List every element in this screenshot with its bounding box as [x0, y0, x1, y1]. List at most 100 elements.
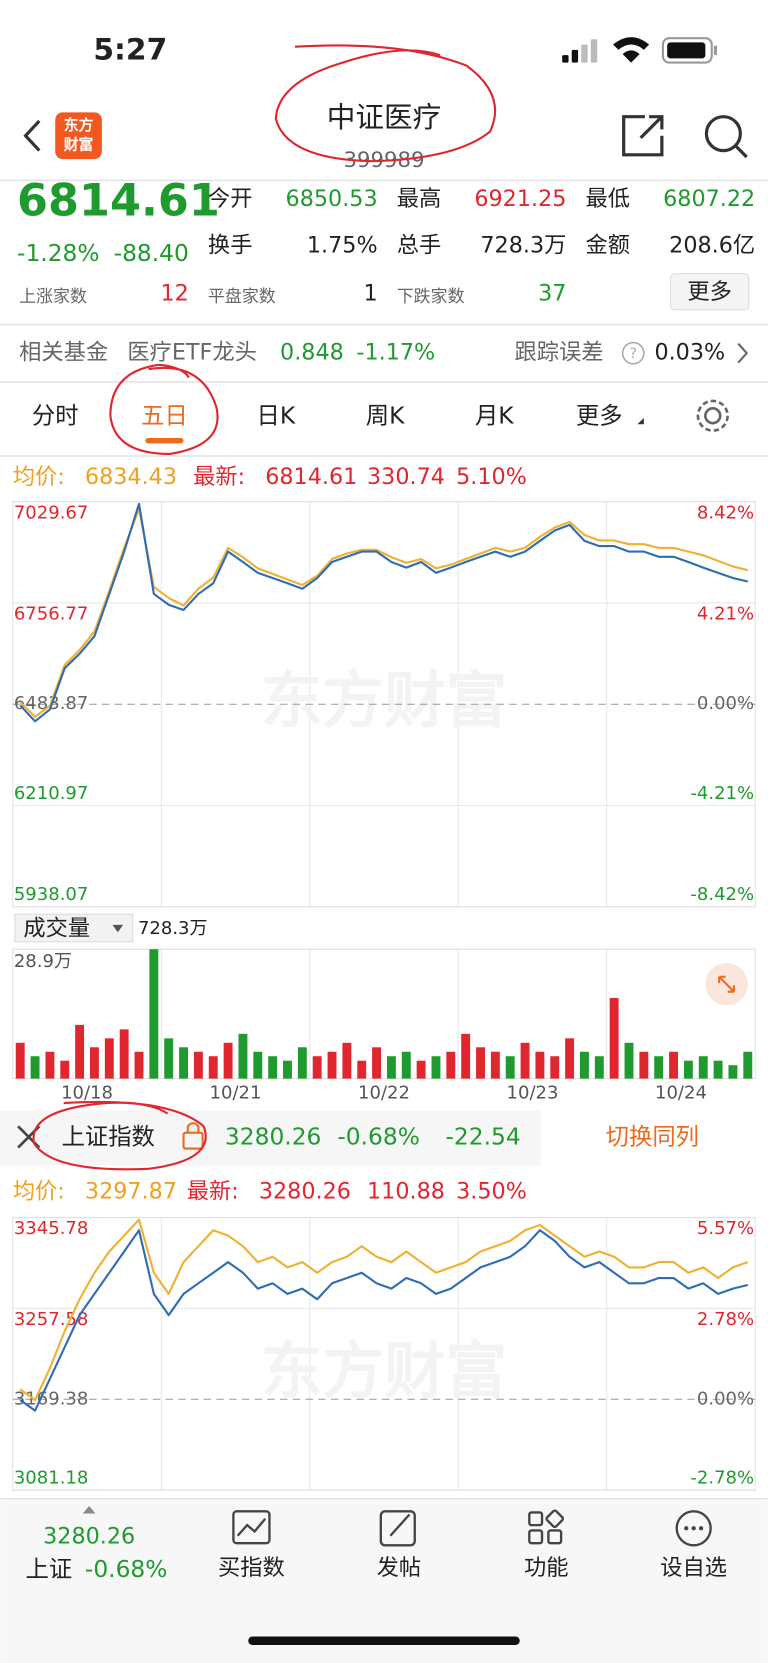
field-value: 1.75% [307, 233, 378, 259]
y-tick-label: 28.9万 [14, 951, 72, 972]
volume-bar [416, 1060, 426, 1079]
y2-tick-label: 8.42% [697, 502, 754, 523]
compare-change-pct: -0.68% [337, 1123, 420, 1151]
legend-value: 3.50% [456, 1179, 527, 1205]
legend-value: 330.74 [367, 464, 445, 490]
volume-bar [386, 1056, 396, 1079]
volume-bar [223, 1042, 233, 1079]
compare-chart: 东方财富 3081.18 -2.78% 3169.38 0.00% 3257.58 2.78… [12, 1217, 756, 1491]
nav-label[interactable]: 设自选 [660, 1555, 727, 1581]
volume-bar [550, 1056, 560, 1079]
price-line [19, 1218, 749, 1402]
legend-label: 均价: [13, 464, 65, 490]
home-indicator [248, 1636, 520, 1645]
help-icon[interactable] [621, 341, 645, 365]
tab-indicator [145, 438, 184, 444]
volume-bar [698, 1056, 708, 1079]
watermark: 东方财富 [261, 664, 507, 736]
fund-price: 0.848 [280, 340, 344, 366]
legend-value: 110.88 [367, 1179, 445, 1205]
nav-label[interactable]: 买指数 [218, 1555, 285, 1581]
fund-name[interactable]: 医疗ETF龙头 [127, 340, 257, 366]
back-button[interactable] [23, 119, 41, 152]
search-button[interactable] [704, 115, 748, 159]
field-label: 金额 [586, 233, 631, 259]
index-name: 上证 [26, 1555, 73, 1583]
tab-bar: 分时 五日 日K 周K 月K 更多 [32, 401, 644, 444]
y2-tick-label: -8.42% [690, 884, 754, 905]
volume-bar [520, 1042, 530, 1079]
volume-bar [476, 1047, 485, 1079]
dropdown-arrow [637, 417, 644, 425]
volume-bar [713, 1060, 723, 1079]
volume-bar [624, 1042, 634, 1079]
field-label: 最高 [397, 186, 442, 212]
page-title: 中证医疗 [327, 100, 442, 134]
annotation [109, 363, 219, 455]
y-tick-label: 3081.18 [14, 1467, 89, 1488]
tab[interactable]: 更多 [576, 401, 623, 429]
nav-label[interactable]: 功能 [524, 1555, 569, 1581]
price: 6814.61 [17, 175, 220, 227]
volume-bar [268, 1056, 278, 1079]
volume-bar [565, 1038, 575, 1079]
y2-tick-label: 5.57% [697, 1218, 754, 1239]
more-button[interactable] [669, 273, 750, 311]
y2-tick-label: -4.21% [690, 783, 754, 804]
legend-value: 6834.43 [85, 464, 177, 490]
lock-icon [182, 1122, 204, 1150]
volume-bar [283, 1060, 292, 1079]
compare-bar [0, 1110, 541, 1166]
x-tick-label: 10/23 [507, 1082, 559, 1103]
volume-bar [683, 1060, 693, 1079]
expand-arrow[interactable] [82, 1506, 96, 1514]
change: -88.40 [114, 239, 189, 267]
settings-button[interactable] [696, 399, 729, 432]
volume-bar [30, 1056, 40, 1079]
switch-button[interactable]: 切换同列 [606, 1123, 699, 1151]
volume-bar [654, 1056, 664, 1079]
app-logo [55, 112, 102, 160]
legend-label: 最新: [187, 1179, 239, 1205]
y2-tick-label: 4.21% [697, 604, 754, 625]
tab[interactable]: 周K [366, 401, 405, 429]
compare-change: -22.54 [446, 1123, 521, 1151]
compare-name[interactable]: 上证指数 [62, 1123, 155, 1151]
volume-selector[interactable] [14, 913, 134, 943]
svg-text:?: ? [630, 346, 637, 362]
watermark: 东方财富 [261, 1335, 507, 1407]
volume-label: 成交量 [23, 916, 90, 942]
volume-bar [579, 1051, 589, 1079]
price-line [19, 1229, 749, 1412]
dropdown-arrow [112, 924, 124, 933]
nav-label[interactable]: 发帖 [377, 1555, 422, 1581]
tab[interactable]: 五日 [141, 401, 188, 429]
tab[interactable]: 月K [475, 401, 514, 429]
field-value: 728.3万 [480, 233, 566, 259]
share-button[interactable] [622, 115, 664, 157]
breadth-value: 37 [538, 280, 566, 306]
legend-value: 3297.87 [85, 1179, 177, 1205]
tab[interactable]: 日K [256, 401, 295, 429]
y2-tick-label: 2.78% [697, 1309, 754, 1330]
tab[interactable]: 分时 [32, 401, 79, 429]
status-icons [562, 37, 718, 64]
legend-value: 5.10% [456, 464, 527, 490]
field-label: 最低 [586, 186, 631, 212]
y-tick-label: 6210.97 [14, 783, 89, 804]
volume-bar [431, 1056, 441, 1079]
breadth-label: 平盘家数 [208, 286, 276, 306]
compare-price: 3280.26 [225, 1123, 321, 1151]
volume-bar [164, 1038, 174, 1079]
chevron [737, 342, 749, 364]
volume-bar [253, 1051, 263, 1079]
index-price: 3280.26 [43, 1523, 135, 1549]
volume-bar [179, 1047, 189, 1079]
volume-bar [327, 1051, 337, 1079]
volume-bar [119, 1029, 129, 1079]
y-tick-label: 3169.38 [14, 1388, 89, 1409]
volume-bar [75, 1024, 85, 1079]
